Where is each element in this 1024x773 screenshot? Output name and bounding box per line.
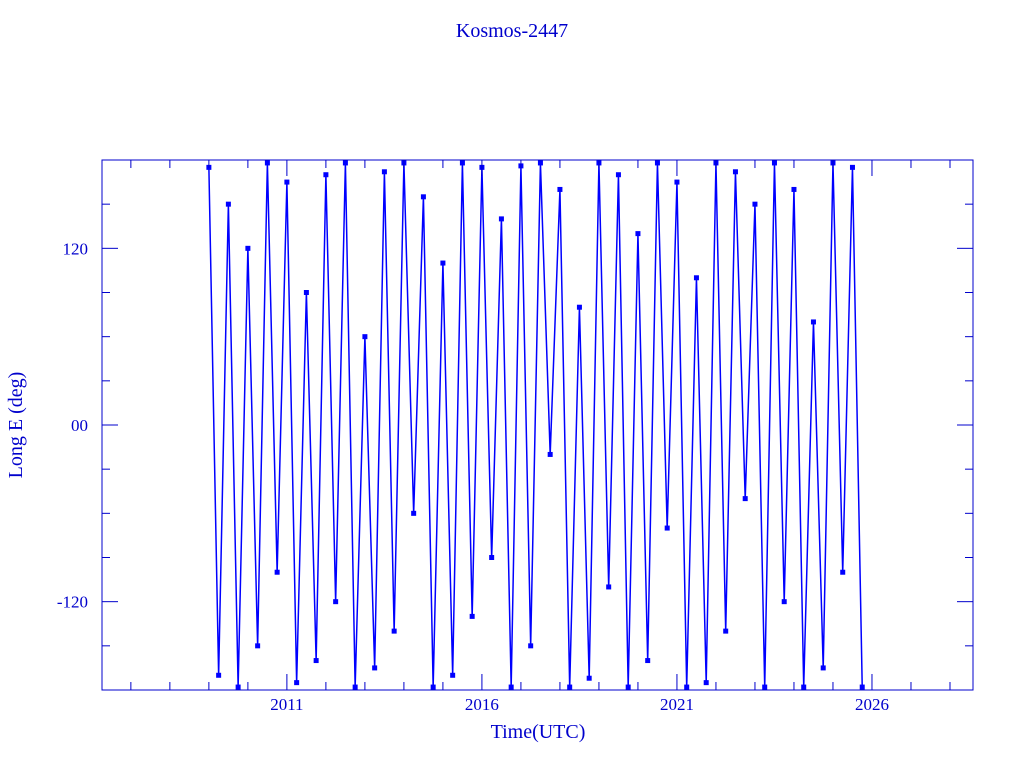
data-point [313, 658, 319, 664]
data-point [508, 684, 514, 690]
data-point [547, 451, 553, 457]
data-point [771, 160, 777, 166]
data-point [674, 179, 680, 185]
data-point [703, 680, 709, 686]
chart-title: Kosmos-2447 [456, 20, 568, 42]
data-point [635, 231, 641, 237]
data-point [557, 186, 563, 192]
data-point [752, 201, 758, 207]
data-point [342, 160, 348, 166]
data-point [294, 680, 300, 686]
data-point [586, 675, 592, 681]
data-point [693, 275, 699, 281]
data-point [840, 569, 846, 575]
data-point [723, 628, 729, 634]
data-point [654, 160, 660, 166]
data-point [810, 319, 816, 325]
data-point [430, 684, 436, 690]
data-point [732, 169, 738, 175]
data-point [762, 684, 768, 690]
data-point [264, 160, 270, 166]
y-axis-label: Long E (deg) [5, 372, 27, 479]
y-tick-label: 00 [71, 416, 88, 435]
data-point [498, 216, 504, 222]
data-point [411, 510, 417, 516]
data-point [362, 334, 368, 340]
data-line [208, 162, 863, 688]
data-point [625, 684, 631, 690]
data-point [537, 160, 543, 166]
data-point [235, 684, 241, 690]
data-point [303, 290, 309, 295]
data-point [420, 194, 426, 200]
y-tick-label: -120 [57, 593, 88, 612]
data-point [781, 599, 787, 605]
data-point [469, 613, 475, 619]
data-point [820, 665, 826, 671]
data-point [528, 643, 534, 649]
data-point [849, 164, 855, 170]
data-point [645, 658, 651, 664]
data-point [450, 672, 456, 678]
data-point [459, 160, 465, 166]
data-point [489, 555, 495, 560]
x-tick-label: 2026 [855, 695, 889, 714]
data-point [440, 260, 446, 266]
data-point [567, 684, 573, 690]
data-point [381, 169, 387, 175]
data-point [323, 172, 329, 178]
data-point [216, 672, 222, 678]
data-point [664, 525, 670, 531]
data-point [274, 569, 280, 575]
x-tick-label: 2021 [660, 695, 694, 714]
data-point [606, 584, 612, 590]
x-axis-label: Time(UTC) [491, 721, 586, 743]
data-point [576, 304, 582, 310]
data-point [372, 665, 378, 671]
data-point [391, 628, 397, 634]
data-point [225, 201, 231, 207]
data-point [255, 643, 261, 649]
x-tick-label: 2011 [270, 695, 303, 714]
data-point [615, 172, 621, 178]
data-point [284, 179, 290, 185]
data-point [684, 684, 690, 690]
x-tick-label: 2016 [465, 695, 499, 714]
data-point [333, 599, 339, 605]
data-point [801, 684, 807, 690]
data-point [742, 496, 748, 502]
data-point [791, 186, 797, 192]
y-tick-label: 120 [63, 239, 89, 258]
data-point [245, 245, 251, 251]
data-point [859, 684, 865, 690]
data-point [352, 684, 358, 690]
